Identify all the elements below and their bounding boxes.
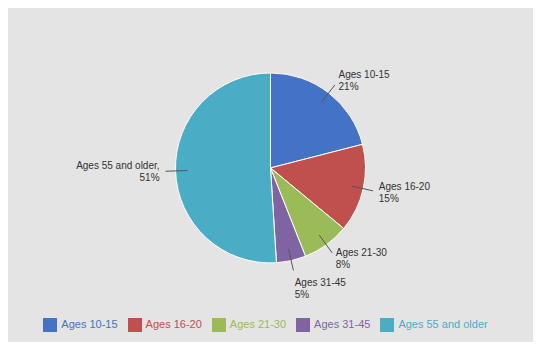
svg-text:Ages 31-455%: Ages 31-455% xyxy=(295,277,347,300)
svg-text:Ages 10-1521%: Ages 10-1521% xyxy=(339,69,391,92)
svg-text:Ages 16-2015%: Ages 16-2015% xyxy=(379,181,431,204)
svg-text:Ages 55 and older,51%: Ages 55 and older,51% xyxy=(76,160,160,183)
html-text:Ages 31-45: Ages 31-45 xyxy=(314,317,371,330)
svg-text:Ages 21-308%: Ages 21-308% xyxy=(336,247,388,270)
html-text:Ages 16-20: Ages 16-20 xyxy=(145,317,202,330)
html-text:Ages 10-15: Ages 10-15 xyxy=(61,317,118,330)
html-text:Ages 55 and older: Ages 55 and older xyxy=(398,317,488,330)
html-text:Ages 21-30: Ages 21-30 xyxy=(229,317,287,330)
